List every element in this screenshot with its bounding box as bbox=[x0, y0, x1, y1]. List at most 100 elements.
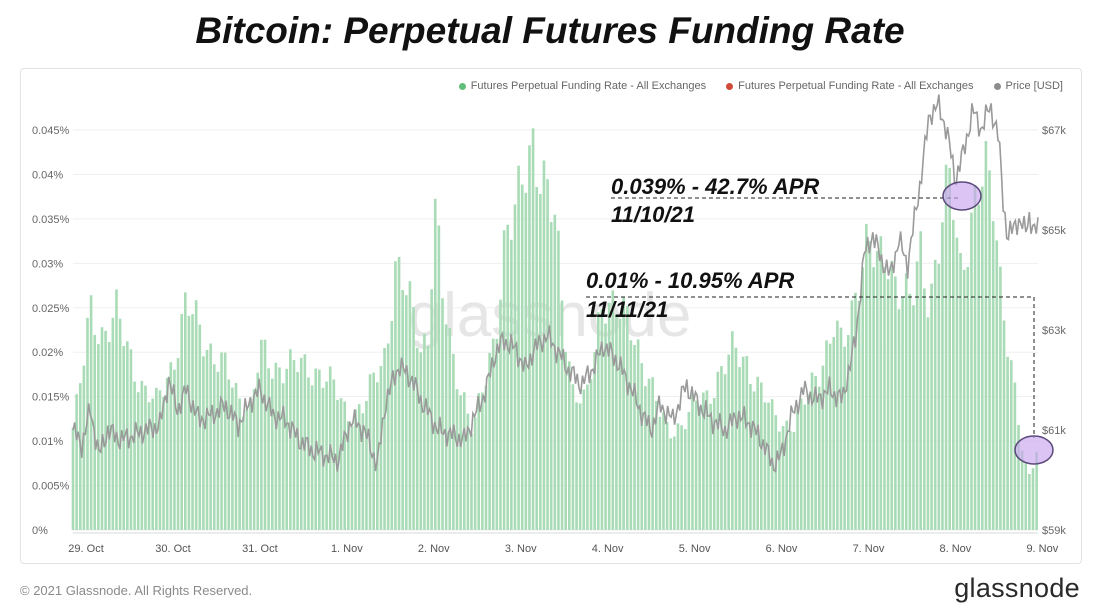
funding-rate-bar[interactable] bbox=[611, 290, 615, 530]
funding-rate-bar[interactable] bbox=[310, 385, 314, 530]
funding-rate-bar[interactable] bbox=[180, 314, 183, 530]
funding-rate-bar[interactable] bbox=[430, 289, 433, 530]
funding-rate-bar[interactable] bbox=[1020, 450, 1024, 530]
funding-rate-bar[interactable] bbox=[955, 237, 959, 530]
funding-rate-bar[interactable] bbox=[629, 340, 633, 530]
funding-rate-bar[interactable] bbox=[495, 338, 499, 530]
funding-rate-bar[interactable] bbox=[651, 377, 654, 530]
funding-rate-bar[interactable] bbox=[97, 344, 100, 530]
funding-rate-bar[interactable] bbox=[296, 371, 299, 530]
funding-rate-bar[interactable] bbox=[520, 184, 524, 530]
funding-rate-bar[interactable] bbox=[560, 300, 564, 530]
funding-rate-bar[interactable] bbox=[491, 338, 495, 530]
funding-rate-bar[interactable] bbox=[937, 263, 941, 530]
funding-rate-bar[interactable] bbox=[933, 259, 937, 530]
funding-rate-bar[interactable] bbox=[734, 347, 738, 530]
funding-rate-bar[interactable] bbox=[212, 364, 216, 530]
funding-rate-bar[interactable] bbox=[821, 365, 825, 530]
funding-rate-bar[interactable] bbox=[285, 368, 289, 530]
funding-rate-bar[interactable] bbox=[676, 423, 680, 530]
funding-rate-bar[interactable] bbox=[941, 222, 944, 530]
funding-rate-bar[interactable] bbox=[767, 402, 770, 530]
funding-rate-bar[interactable] bbox=[604, 323, 607, 530]
funding-rate-bar[interactable] bbox=[875, 251, 879, 530]
funding-rate-bar[interactable] bbox=[379, 365, 383, 530]
funding-rate-bar[interactable] bbox=[883, 267, 886, 530]
funding-rate-bar[interactable] bbox=[415, 347, 419, 530]
funding-rate-bar[interactable] bbox=[897, 309, 901, 530]
funding-rate-bar[interactable] bbox=[361, 413, 365, 530]
funding-rate-bar[interactable] bbox=[846, 335, 850, 530]
funding-rate-bar[interactable] bbox=[738, 367, 741, 530]
funding-rate-bar[interactable] bbox=[622, 296, 625, 530]
funding-rate-bar[interactable] bbox=[727, 354, 731, 530]
funding-rate-bar[interactable] bbox=[607, 302, 611, 530]
funding-rate-bar[interactable] bbox=[557, 230, 560, 530]
funding-rate-bar[interactable] bbox=[473, 417, 477, 530]
funding-rate-bar[interactable] bbox=[731, 331, 734, 530]
funding-rate-bar[interactable] bbox=[111, 317, 115, 530]
funding-rate-bar[interactable] bbox=[716, 371, 720, 530]
funding-rate-bar[interactable] bbox=[499, 299, 502, 530]
funding-rate-bar[interactable] bbox=[423, 333, 426, 530]
funding-rate-bar[interactable] bbox=[169, 362, 173, 530]
funding-rate-bar[interactable] bbox=[890, 260, 894, 530]
funding-rate-bar[interactable] bbox=[781, 426, 785, 530]
funding-rate-bar[interactable] bbox=[372, 372, 375, 530]
funding-rate-bar[interactable] bbox=[1024, 463, 1028, 530]
funding-rate-bar[interactable] bbox=[553, 214, 557, 530]
funding-rate-bar[interactable] bbox=[444, 324, 448, 530]
funding-rate-bar[interactable] bbox=[991, 221, 995, 530]
funding-rate-bar[interactable] bbox=[872, 267, 875, 530]
funding-rate-bar[interactable] bbox=[129, 349, 133, 530]
funding-rate-bar[interactable] bbox=[930, 283, 933, 530]
funding-rate-bar[interactable] bbox=[694, 400, 698, 530]
funding-rate-bar[interactable] bbox=[886, 279, 890, 530]
funding-rate-bar[interactable] bbox=[1017, 425, 1020, 530]
funding-rate-bar[interactable] bbox=[745, 356, 749, 530]
funding-rate-bar[interactable] bbox=[238, 398, 241, 530]
funding-rate-bar[interactable] bbox=[517, 165, 520, 530]
funding-rate-bar[interactable] bbox=[263, 339, 267, 530]
funding-rate-bar[interactable] bbox=[1013, 382, 1017, 530]
funding-rate-bar[interactable] bbox=[155, 387, 158, 530]
funding-rate-bar[interactable] bbox=[861, 267, 865, 530]
funding-rate-bar[interactable] bbox=[785, 420, 788, 530]
legend-item-funding-rate-red[interactable]: Futures Perpetual Funding Rate - All Exc… bbox=[726, 80, 974, 92]
funding-rate-bar[interactable] bbox=[397, 256, 401, 530]
funding-rate-bar[interactable] bbox=[194, 300, 198, 530]
funding-rate-bar[interactable] bbox=[459, 395, 462, 530]
funding-rate-bar[interactable] bbox=[513, 204, 517, 530]
funding-rate-bar[interactable] bbox=[600, 309, 604, 530]
funding-rate-bar[interactable] bbox=[401, 290, 404, 530]
funding-rate-bar[interactable] bbox=[1002, 320, 1006, 530]
funding-rate-bar[interactable] bbox=[365, 400, 368, 530]
funding-rate-bar[interactable] bbox=[147, 402, 151, 530]
funding-rate-bar[interactable] bbox=[1035, 451, 1038, 530]
funding-rate-bar[interactable] bbox=[528, 145, 531, 530]
funding-rate-bar[interactable] bbox=[82, 365, 86, 530]
funding-rate-bar[interactable] bbox=[673, 436, 676, 530]
funding-rate-bar[interactable] bbox=[234, 382, 238, 530]
funding-rate-bar[interactable] bbox=[680, 425, 683, 530]
funding-rate-bar[interactable] bbox=[231, 387, 234, 530]
funding-rate-bar[interactable] bbox=[712, 398, 716, 530]
funding-rate-bar[interactable] bbox=[962, 269, 966, 530]
funding-rate-bar[interactable] bbox=[252, 389, 256, 530]
funding-rate-bar[interactable] bbox=[817, 386, 821, 530]
funding-rate-bar[interactable] bbox=[158, 390, 162, 530]
funding-rate-bar[interactable] bbox=[256, 372, 260, 530]
funding-rate-bar[interactable] bbox=[383, 347, 386, 530]
funding-rate-bar[interactable] bbox=[571, 384, 575, 530]
funding-rate-bar[interactable] bbox=[535, 187, 539, 531]
funding-rate-bar[interactable] bbox=[944, 164, 948, 530]
funding-rate-bar[interactable] bbox=[162, 397, 165, 530]
funding-rate-bar[interactable] bbox=[752, 391, 756, 530]
funding-rate-bar[interactable] bbox=[977, 204, 980, 530]
funding-rate-bar[interactable] bbox=[357, 404, 361, 530]
funding-rate-bar[interactable] bbox=[839, 327, 843, 530]
funding-rate-bar[interactable] bbox=[709, 403, 712, 530]
funding-rate-bar[interactable] bbox=[506, 224, 510, 530]
funding-rate-bar[interactable] bbox=[720, 366, 723, 530]
funding-rate-bar[interactable] bbox=[999, 266, 1002, 530]
